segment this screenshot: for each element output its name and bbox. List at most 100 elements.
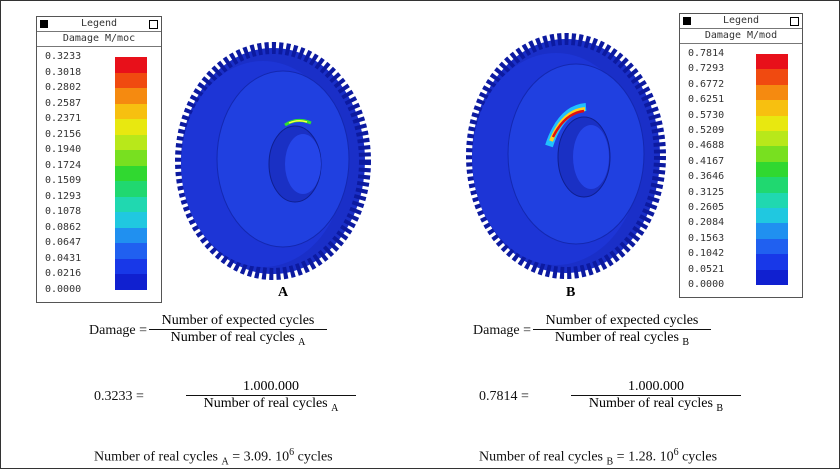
legend-value: 0.7293 xyxy=(688,63,725,75)
legend-color xyxy=(115,165,147,182)
legend-color xyxy=(756,177,788,194)
legend-color xyxy=(115,243,147,260)
denominator: Number of real cycles A xyxy=(149,330,327,348)
legend-color xyxy=(756,131,788,147)
unit: cycles xyxy=(297,449,333,465)
legend-color xyxy=(115,181,147,198)
legend-subtitle: Damage M/mod xyxy=(680,29,802,44)
gears xyxy=(175,33,666,280)
legend: Legend Damage M/mod 0.7814 0.7293 0.6772 0.62… xyxy=(679,13,803,298)
legend-icon xyxy=(790,17,799,26)
gear-a xyxy=(175,42,371,280)
legend-value: 0.6772 xyxy=(688,78,725,90)
equation-lhs: Damage = xyxy=(473,323,532,338)
legend-value: 0.3646 xyxy=(688,171,725,183)
superscript: 6 xyxy=(289,447,295,458)
legend-color xyxy=(115,88,147,105)
equation-lhs: 0.7814 = xyxy=(479,389,529,404)
legend-color xyxy=(756,269,788,286)
subscript: B xyxy=(606,456,614,468)
legend-value: 0.2371 xyxy=(45,113,82,125)
legend-value: 0.1724 xyxy=(45,159,82,171)
legend-value: 0.1509 xyxy=(45,175,82,187)
denominator: Number of real cycles A xyxy=(186,396,356,414)
legend-color xyxy=(115,258,147,275)
result-rhs: = 1.28. 10 xyxy=(616,449,674,465)
legend-color xyxy=(756,146,788,163)
subscript: B xyxy=(716,402,724,414)
denominator-text: Number of real cycles xyxy=(203,396,328,411)
legend-value: 0.0521 xyxy=(688,263,725,275)
legend-color xyxy=(756,54,788,70)
legend-value: 0.2605 xyxy=(688,202,725,213)
legend-subtitle: Damage M/moc xyxy=(37,32,161,47)
equation-lhs: Damage = xyxy=(89,323,148,338)
legend-value: 0.3233 xyxy=(45,51,82,62)
panel-label: B xyxy=(566,285,576,300)
legend-value: 0.1940 xyxy=(45,144,82,156)
legend-color xyxy=(115,72,147,89)
legend-color xyxy=(756,100,788,117)
denominator: Number of real cycles B xyxy=(571,396,741,414)
denominator: Number of real cycles B xyxy=(533,330,711,348)
legend-value: 0.0000 xyxy=(688,279,725,290)
legend-value: 0.1563 xyxy=(688,232,725,244)
fraction: Number of expected cycles Number of real … xyxy=(533,313,711,348)
legend-color xyxy=(756,161,788,178)
legend: Legend Damage M/moc 0.3233 0.3018 0.2802 0.25… xyxy=(36,16,162,303)
legend-color xyxy=(756,84,788,101)
numerator: 1.000.000 xyxy=(571,379,741,396)
subscript: A xyxy=(221,456,229,468)
legend-color xyxy=(115,212,147,229)
legend-color xyxy=(756,238,788,255)
legend-value: 0.2587 xyxy=(45,97,82,109)
unit: cycles xyxy=(682,449,718,465)
legend-icon xyxy=(149,20,158,29)
equation-lhs: 0.3233 = xyxy=(94,389,144,404)
fraction: 1.000.000 Number of real cycles A xyxy=(186,379,356,414)
denominator-text: Number of real cycles xyxy=(554,330,679,345)
legend-color xyxy=(756,192,788,209)
legend-value: 0.2802 xyxy=(45,82,82,94)
legend-value: 0.3018 xyxy=(45,66,82,78)
legend-value: 0.5730 xyxy=(688,109,725,121)
legend-value: 0.6251 xyxy=(688,94,725,106)
legend-color xyxy=(115,103,147,120)
legend-color xyxy=(756,223,788,240)
subscript: A xyxy=(298,336,306,348)
subscript: B xyxy=(682,336,690,348)
panel-label: A xyxy=(278,285,289,300)
gear-b xyxy=(466,33,666,279)
legend-color xyxy=(756,254,788,271)
result-rhs: = 3.09. 10 xyxy=(232,449,290,465)
result-lhs: Number of real cycles xyxy=(94,449,218,465)
legend-header: Legend xyxy=(37,17,161,32)
legend-color xyxy=(756,115,788,132)
legend-value: 0.4688 xyxy=(688,140,725,152)
denominator-text: Number of real cycles xyxy=(170,330,295,345)
subscript: A xyxy=(331,402,339,414)
legend-color xyxy=(756,208,788,224)
legend-color xyxy=(115,150,147,167)
result-lhs: Number of real cycles xyxy=(479,449,603,465)
superscript: 6 xyxy=(673,447,679,458)
legend-value: 0.4167 xyxy=(688,155,725,167)
result: Number of real cycles A = 3.09. 106 cycl… xyxy=(94,447,333,467)
numerator: Number of expected cycles xyxy=(533,313,711,330)
legend-header: Legend xyxy=(680,14,802,29)
legend-icon xyxy=(683,17,691,25)
legend-color xyxy=(115,134,147,151)
legend-color xyxy=(115,196,147,213)
legend-value: 0.5209 xyxy=(688,125,725,136)
legend-value: 0.0000 xyxy=(45,284,82,295)
legend-title: Legend xyxy=(80,18,118,29)
numerator: Number of expected cycles xyxy=(149,313,327,330)
legend-title: Legend xyxy=(722,15,760,26)
legend-color xyxy=(115,227,147,244)
legend-value: 0.0431 xyxy=(45,252,82,264)
legend-value: 0.0216 xyxy=(45,268,82,280)
legend-value: 0.2084 xyxy=(688,217,725,229)
legend-value: 0.0647 xyxy=(45,237,82,249)
denominator-text: Number of real cycles xyxy=(588,396,713,411)
